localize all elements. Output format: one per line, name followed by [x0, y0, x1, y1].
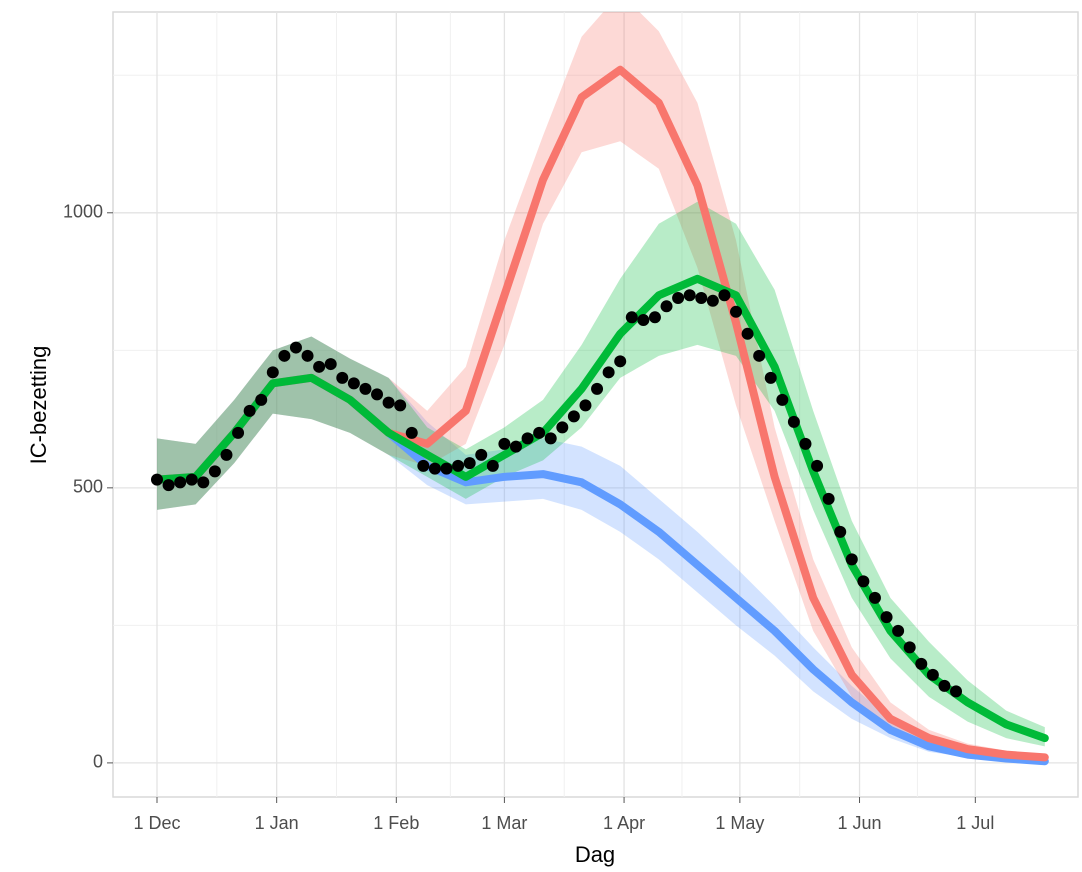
x-tick-label: 1 May — [715, 813, 764, 833]
observed-point — [579, 399, 592, 412]
y-axis-title: IC-bezetting — [26, 346, 51, 465]
observed-point — [197, 476, 210, 489]
x-tick-label: 1 Mar — [481, 813, 527, 833]
observed-point — [915, 657, 928, 670]
observed-point — [857, 575, 870, 588]
observed-point — [776, 393, 789, 406]
observed-point — [903, 641, 916, 654]
observed-point — [637, 314, 650, 327]
observed-point — [382, 396, 395, 409]
x-tick-label: 1 Feb — [373, 813, 419, 833]
observed-point — [359, 382, 372, 395]
observed-point — [660, 300, 673, 313]
y-tick-label: 1000 — [63, 202, 103, 222]
observed-point — [440, 462, 453, 475]
observed-point — [347, 377, 360, 390]
observed-point — [591, 382, 604, 395]
observed-point — [533, 426, 546, 439]
observed-point — [706, 294, 719, 307]
observed-point — [834, 525, 847, 538]
observed-point — [683, 289, 696, 302]
observed-point — [845, 553, 858, 566]
observed-point — [938, 679, 951, 692]
observed-point — [428, 462, 441, 475]
observed-point — [764, 371, 777, 384]
observed-point — [880, 611, 893, 624]
observed-point — [556, 421, 569, 434]
observed-point — [926, 668, 939, 681]
observed-point — [672, 292, 685, 305]
observed-point — [243, 404, 256, 417]
observed-point — [509, 440, 522, 453]
observed-point — [313, 360, 326, 373]
y-tick-label: 500 — [73, 477, 103, 497]
observed-point — [151, 473, 164, 486]
x-tick-label: 1 Jul — [956, 813, 994, 833]
y-tick-label: 0 — [93, 752, 103, 772]
observed-point — [289, 341, 302, 354]
observed-point — [417, 459, 430, 472]
observed-point — [614, 355, 627, 368]
observed-point — [220, 448, 233, 461]
observed-point — [452, 459, 465, 472]
observed-point — [255, 393, 268, 406]
observed-point — [162, 479, 175, 492]
observed-point — [232, 426, 245, 439]
observed-point — [892, 624, 905, 637]
observed-point — [811, 459, 824, 472]
observed-point — [544, 432, 557, 445]
observed-point — [718, 289, 731, 302]
observed-point — [371, 388, 384, 401]
observed-point — [868, 591, 881, 604]
observed-point — [394, 399, 407, 412]
observed-point — [950, 685, 963, 698]
confidence-band — [157, 12, 1045, 761]
observed-point — [695, 292, 708, 305]
observed-point — [787, 415, 800, 428]
confidence-band — [157, 336, 1045, 763]
observed-point — [648, 311, 661, 324]
observed-point — [730, 305, 743, 318]
observed-point — [799, 437, 812, 450]
observed-point — [753, 349, 766, 362]
x-axis-title: Dag — [575, 842, 615, 867]
observed-point — [475, 448, 488, 461]
x-tick-label: 1 Jan — [255, 813, 299, 833]
observed-point — [602, 366, 615, 379]
x-tick-label: 1 Dec — [133, 813, 180, 833]
observed-point — [741, 327, 754, 340]
observed-point — [521, 432, 534, 445]
observed-point — [336, 371, 349, 384]
observed-point — [174, 476, 187, 489]
observed-point — [301, 349, 314, 362]
observed-point — [463, 457, 476, 470]
observed-point — [498, 437, 511, 450]
observed-point — [324, 358, 337, 371]
observed-point — [266, 366, 279, 379]
observed-point — [405, 426, 418, 439]
x-tick-label: 1 Apr — [603, 813, 645, 833]
observed-point — [486, 459, 499, 472]
observed-point — [567, 410, 580, 423]
model-line — [153, 274, 1049, 743]
observed-point — [185, 473, 198, 486]
observed-point — [822, 492, 835, 505]
observed-point — [625, 311, 638, 324]
x-tick-label: 1 Jun — [838, 813, 882, 833]
labels: 1 Dec 1 Jan 1 Feb 1 Mar 1 Apr 1 May 1 Jun 1 Jul… — [63, 202, 994, 833]
plot-area — [151, 12, 1049, 766]
observed-point — [278, 349, 291, 362]
observed-point — [208, 465, 221, 478]
